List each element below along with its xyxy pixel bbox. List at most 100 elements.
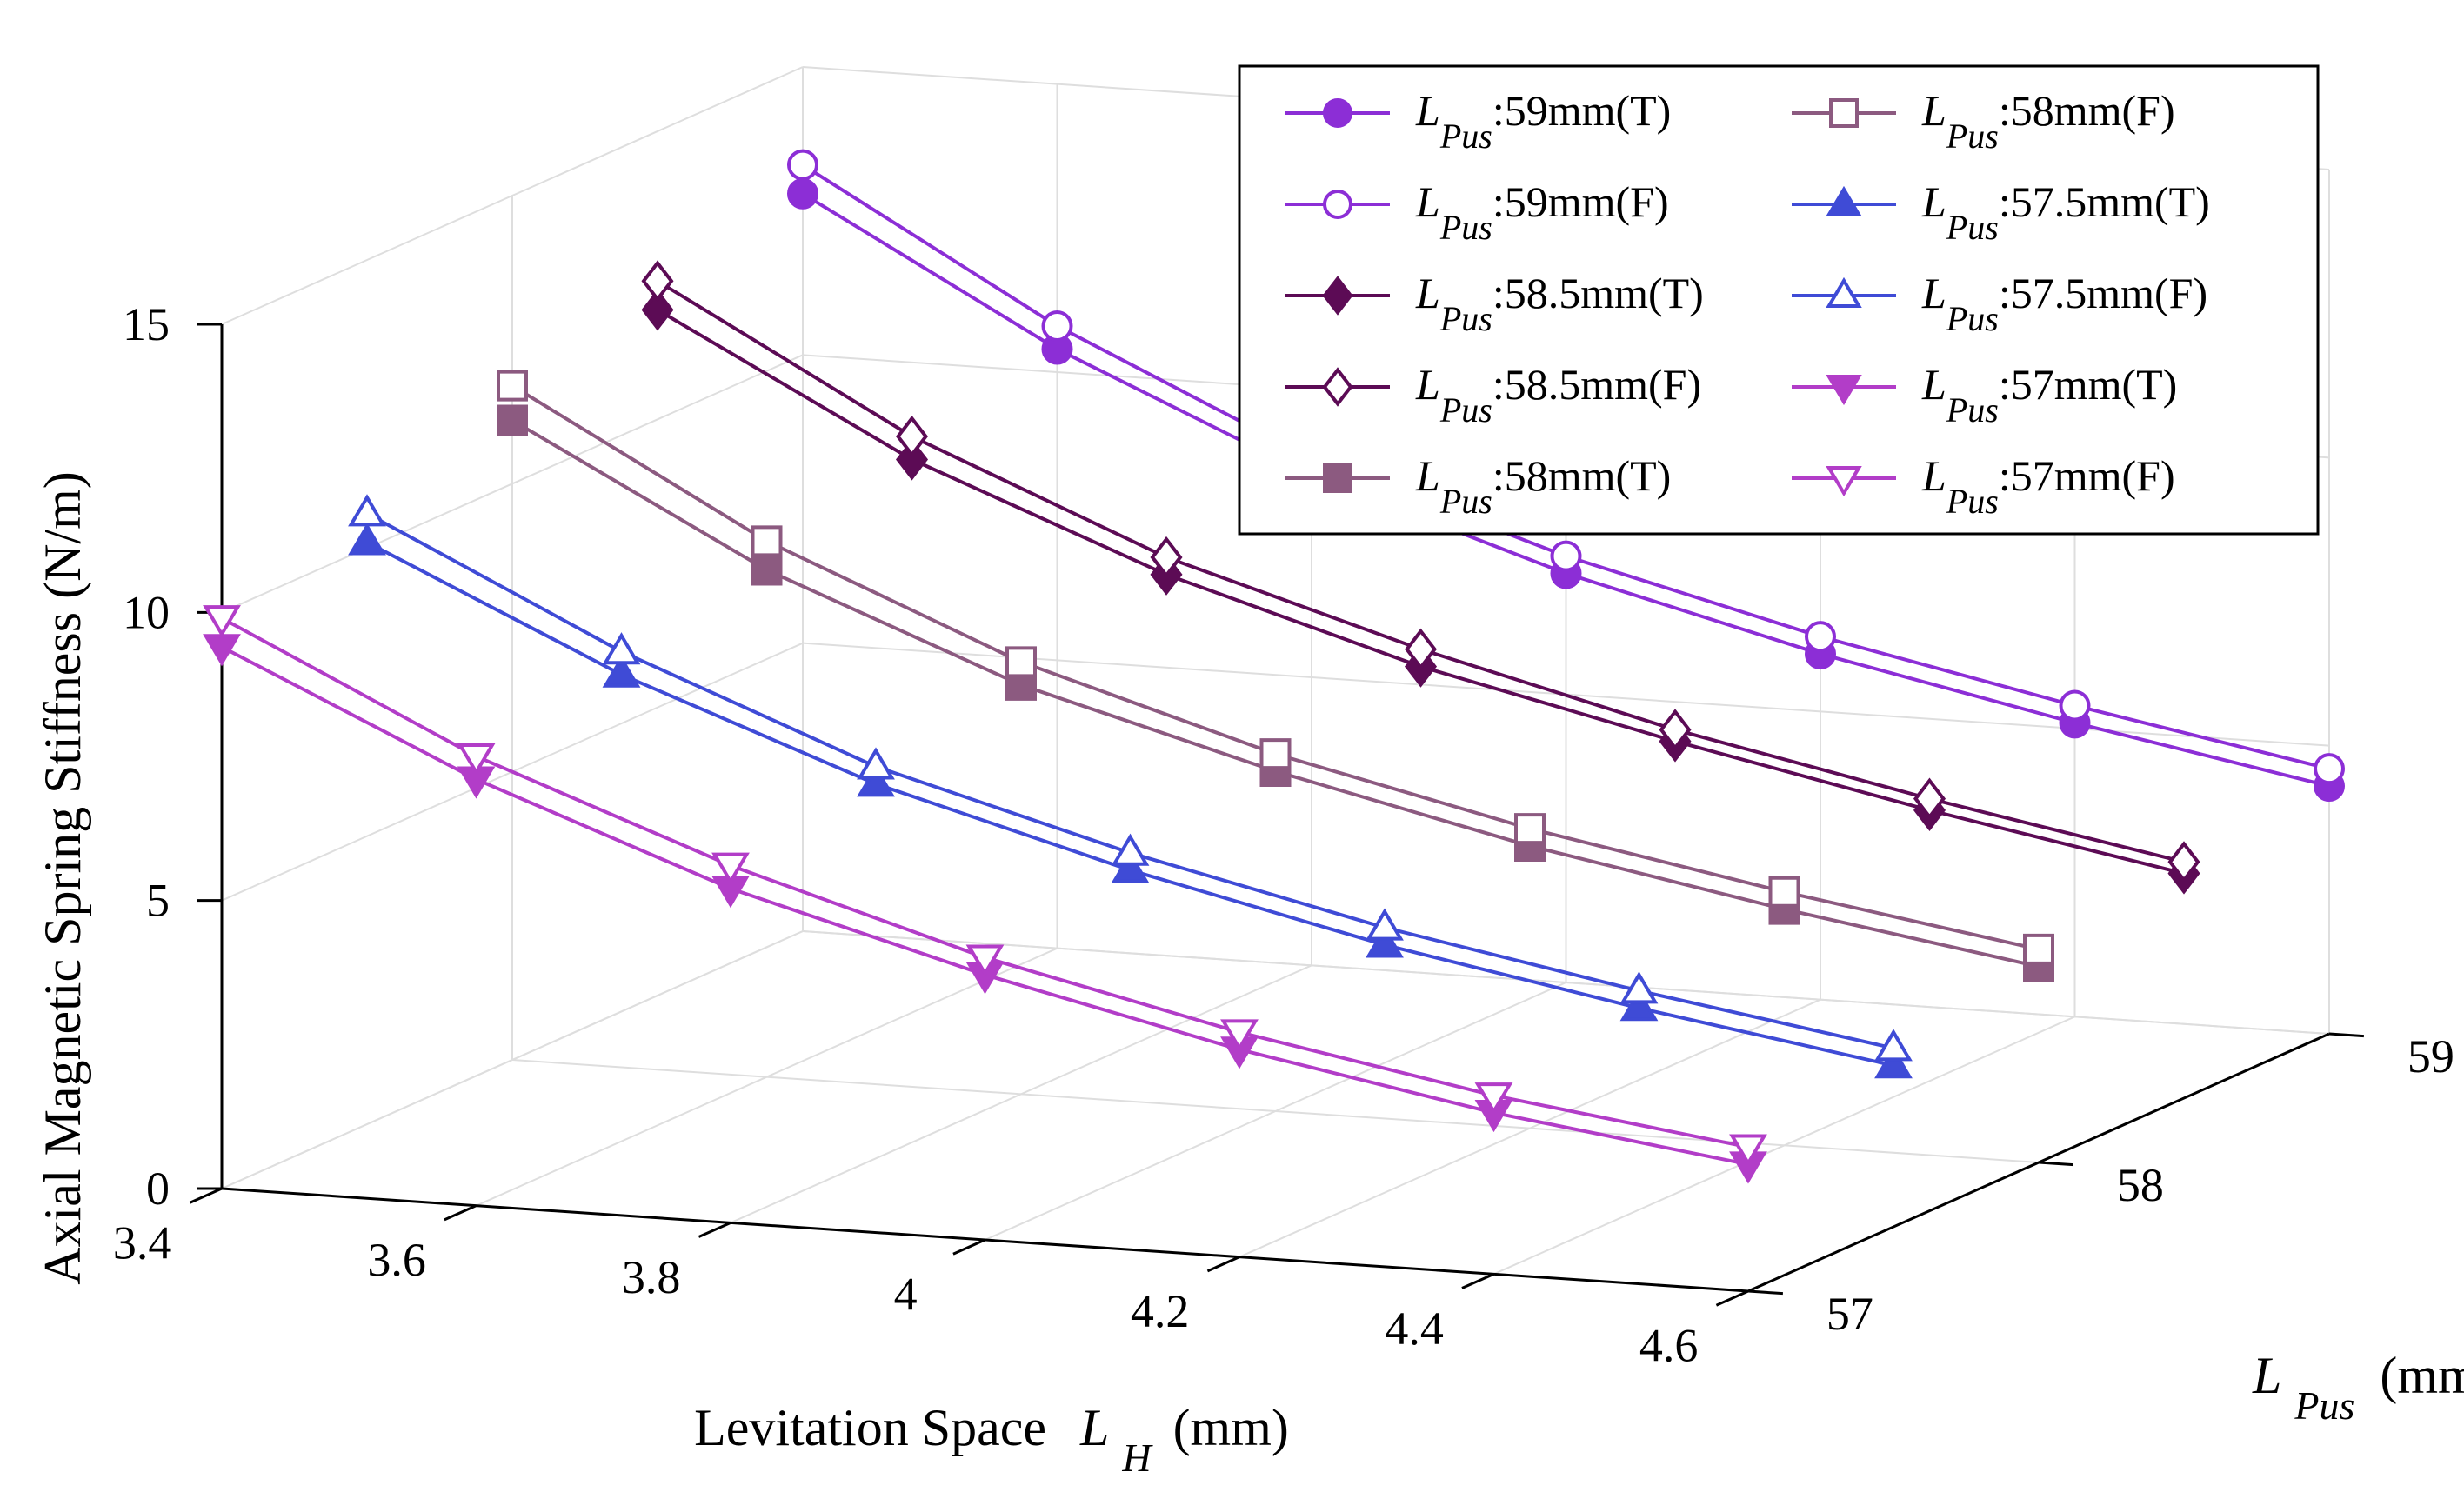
- data-point-marker: [2167, 841, 2200, 883]
- legend-label-symbol: L: [1415, 177, 1440, 226]
- x-tick-mark: [952, 1238, 986, 1256]
- legend-marker: [1323, 463, 1352, 493]
- data-point-marker: [1111, 833, 1150, 866]
- axes: 3.4 3.6 3.8 4 4.2 4.4 4.6 57 58 59 0 5 10 15: [113, 298, 2454, 1372]
- legend-item: LPus:57.5mm(T): [1792, 177, 2210, 247]
- data-point-marker: [857, 764, 895, 797]
- series-59mmF: [787, 149, 2345, 785]
- data-point-marker: [203, 605, 241, 638]
- legend-label-sub: Pus: [1439, 117, 1492, 156]
- legend-item: LPus:58.5mm(T): [1285, 269, 1704, 338]
- y-axis-label-sub: Pus: [2294, 1383, 2354, 1428]
- legend-label-value: :58mm(F): [1999, 86, 2175, 135]
- legend-label-value: :57mm(F): [1999, 451, 2175, 500]
- x-tick-label: 4.4: [1385, 1302, 1444, 1355]
- legend-label-value: :58mm(T): [1492, 451, 1672, 500]
- x-axis-label-prefix: Levitation Space: [694, 1399, 1046, 1456]
- data-point-marker: [602, 632, 641, 665]
- series-58.5mmF: [641, 260, 2200, 883]
- y-axis-label-unit: (mm): [2380, 1347, 2464, 1404]
- data-point-marker: [1150, 536, 1183, 579]
- data-point-marker: [751, 525, 783, 557]
- data-point-marker: [711, 852, 750, 885]
- legend-label: LPus:57.5mm(T): [1921, 177, 2210, 247]
- data-point-marker: [2023, 933, 2054, 965]
- data-point-marker: [2059, 689, 2091, 722]
- y-tick-mark: [1747, 1289, 1784, 1296]
- legend-item: LPus:59mm(F): [1285, 177, 1669, 247]
- data-point-marker: [348, 494, 386, 527]
- legend-label: LPus:59mm(F): [1415, 177, 1669, 247]
- data-point-marker: [497, 370, 528, 402]
- series-57.5mmF: [348, 494, 1913, 1062]
- data-point-marker: [1111, 850, 1150, 883]
- data-point-marker: [1514, 813, 1546, 845]
- legend-label-sub: Pus: [1439, 299, 1492, 338]
- data-point-marker: [1768, 876, 1800, 908]
- legend-label-value: :59mm(F): [1492, 177, 1669, 226]
- legend-item: LPus:58.5mm(F): [1285, 360, 1701, 430]
- legend-item: LPus:57mm(T): [1792, 360, 2177, 430]
- legend-label: LPus:58.5mm(F): [1415, 360, 1701, 430]
- series-line: [366, 511, 1894, 1050]
- data-point-marker: [1874, 1029, 1913, 1062]
- legend-label-symbol: L: [1921, 269, 1946, 317]
- data-point-marker: [1550, 540, 1582, 572]
- data-point-marker: [203, 634, 241, 667]
- x-tick-mark: [1715, 1289, 1749, 1307]
- floor-gridline-y: [511, 1059, 2040, 1163]
- legend-label-sub: Pus: [1946, 390, 1999, 430]
- legend-label-symbol: L: [1415, 86, 1440, 135]
- x-tick-mark: [444, 1204, 477, 1222]
- legend-label: LPus:57mm(T): [1921, 360, 2177, 430]
- x-axis-label: Levitation Space L H (mm): [694, 1399, 1289, 1482]
- data-point-marker: [1474, 1082, 1513, 1116]
- data-point-marker: [895, 438, 929, 481]
- x-tick-label: 4: [894, 1269, 918, 1321]
- legend-label-symbol: L: [1415, 269, 1440, 317]
- legend-label-value: :58.5mm(T): [1492, 269, 1704, 317]
- legend-label-sub: Pus: [1946, 299, 1999, 338]
- x-tick-label: 4.6: [1639, 1320, 1699, 1372]
- data-point-marker: [1913, 777, 1946, 820]
- legend-marker: [1826, 185, 1862, 216]
- z-tick-label: 10: [123, 586, 170, 638]
- y-tick-label: 58: [2117, 1159, 2164, 1211]
- legend-label-sub: Pus: [1946, 117, 1999, 156]
- data-point-marker: [1220, 1019, 1259, 1052]
- legend-label: LPus:59mm(T): [1415, 86, 1671, 156]
- series-57mmT: [203, 634, 1767, 1184]
- back-gridline-z: [802, 930, 2330, 1035]
- data-point-marker: [787, 177, 818, 210]
- series-line: [221, 616, 1749, 1149]
- data-point-marker: [1366, 925, 1404, 958]
- x-tick-mark: [1461, 1272, 1495, 1289]
- x-tick-mark: [189, 1187, 223, 1204]
- legend-box: [1238, 64, 2320, 536]
- legend-label-value: :57mm(T): [1999, 360, 2178, 409]
- legend-label-symbol: L: [1415, 360, 1440, 409]
- x-tick-label: 3.4: [113, 1217, 172, 1269]
- legend-marker: [1826, 375, 1862, 406]
- data-point-marker: [1259, 738, 1292, 770]
- data-point-marker: [1041, 310, 1073, 342]
- legend-label-value: :59mm(T): [1492, 86, 1672, 135]
- y-tick-mark: [2038, 1161, 2074, 1167]
- legend-marker: [1826, 466, 1862, 497]
- z-tick-label: 15: [123, 298, 170, 350]
- legend-item: LPus:58mm(F): [1792, 86, 2175, 156]
- legend-label-sub: Pus: [1946, 482, 1999, 521]
- legend-marker: [1322, 276, 1353, 316]
- legend-label: LPus:57.5mm(F): [1921, 269, 2207, 338]
- legend-item: LPus:57mm(F): [1792, 451, 2175, 521]
- side-gridline-z: [221, 930, 804, 1189]
- legend-marker: [1323, 190, 1352, 219]
- side-gridline-z: [221, 66, 804, 325]
- side-gridline-z: [221, 354, 804, 614]
- y-axis-label-symbol: L: [2252, 1347, 2281, 1404]
- data-point-marker: [1729, 1134, 1767, 1167]
- z-tick-label: 5: [146, 875, 170, 927]
- x-tick-label: 3.6: [367, 1234, 426, 1286]
- series-57mmF: [203, 605, 1767, 1167]
